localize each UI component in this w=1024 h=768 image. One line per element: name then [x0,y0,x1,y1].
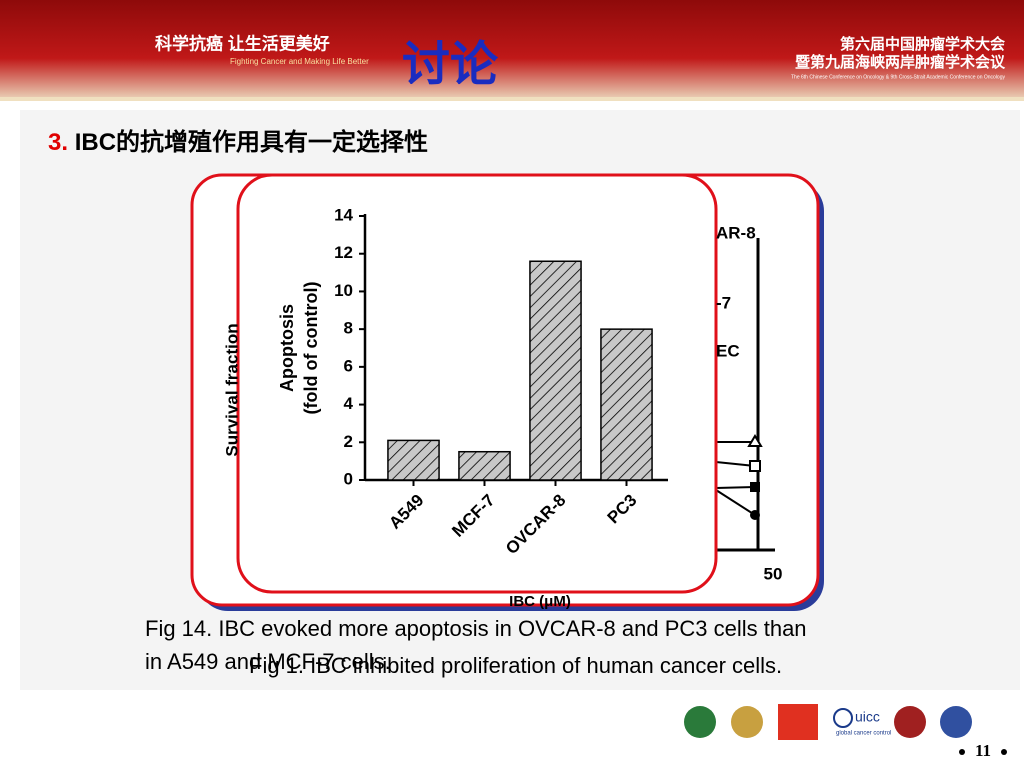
y-tick-label: 10 [334,281,353,300]
y-tick-label: 8 [344,319,353,338]
bar [387,439,440,481]
logo [940,706,972,738]
y-tick-label: 4 [344,394,354,413]
caption: Fig 14. IBC evoked more apoptosis in OVC… [145,616,807,674]
back-x-label: IBC (μM) [509,593,571,610]
bar [600,328,653,481]
back-marker [749,460,761,472]
logos: uicc global cancer control [684,704,972,740]
back-y-label: Survival fraction [222,323,241,456]
page-number: 11 [975,741,991,760]
back-legend: AR-8 [716,223,756,242]
y-axis-label: (fold of control) [301,282,321,415]
x-tick-label: OVCAR-8 [502,491,570,559]
y-tick-label: 0 [344,469,353,488]
heading: 3. IBC的抗增殖作用具有一定选择性 [48,122,428,157]
slide-title: 讨论 [402,37,499,93]
logo-text: global cancer control [836,731,891,737]
back-marker [750,482,760,492]
y-tick-label: 12 [334,243,353,262]
front-figure-frame [236,173,718,594]
x-tick-label: A549 [385,491,427,533]
conference: 第六届中国肿瘤学术大会 [840,35,1005,53]
back-x-tick: 50 [764,564,783,583]
x-tick-label: PC3 [604,491,641,528]
conference: 暨第九届海峡两岸肿瘤学术会议 [795,53,1006,71]
y-tick-label: 6 [344,356,353,375]
y-tick-label: 2 [344,432,353,451]
y-axis-label: Apoptosis [277,304,297,392]
heading-text: IBC的抗增殖作用具有一定选择性 [74,129,429,156]
logo [731,706,763,738]
bar [529,260,582,481]
back-line [715,461,756,467]
back-line [715,489,756,516]
caption: Fig 1. IBC inhibited proliferation of hu… [249,653,783,678]
back-legend: EC [716,341,740,360]
x-tick-label: MCF-7 [448,491,498,541]
logo [894,706,926,738]
y-tick-label: 14 [334,205,353,224]
banner-edge [0,97,1024,101]
back-marker [747,434,763,447]
slogan-en: Fighting Cancer and Making Life Better [230,57,369,66]
logo-text: uicc [855,709,880,725]
banner [0,0,1024,97]
logo [833,708,853,728]
bar-chart: 0 2 4 6 8 10 12 14 Apoptosis (fold of control) A54… [277,205,668,559]
bar [458,450,511,481]
logo [778,704,818,740]
back-legend: -7 [716,293,731,312]
logo [684,706,716,738]
slogan: 科学抗癌 让生活更美好 [155,33,330,53]
bullet [1001,749,1007,755]
back-marker [750,510,760,520]
conference-en: The 6th Chinese Conference on Oncology &… [791,74,1006,80]
bullet [959,749,965,755]
back-line [715,486,756,489]
heading-number: 3. [48,129,69,156]
